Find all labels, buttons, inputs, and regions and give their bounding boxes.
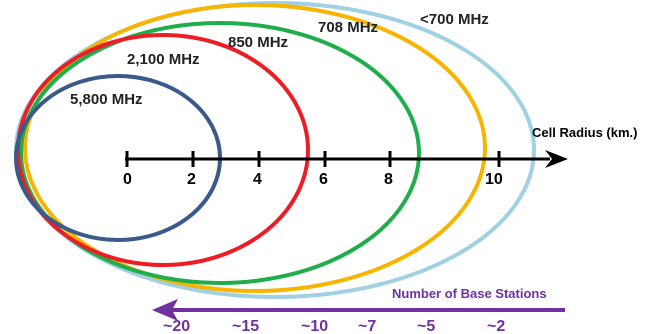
band-label-5800: 5,800 MHz xyxy=(70,91,143,108)
band-label-lt700: <700 MHz xyxy=(420,11,489,28)
axis-tick-label: 10 xyxy=(485,171,503,188)
cell-radius-axis: 0 2 4 6 8 10 Cell Radius (km.) xyxy=(123,125,637,188)
band-label-850: 850 MHz xyxy=(228,34,288,51)
coverage-ellipses xyxy=(14,1,536,299)
base-stations-value: ~20 xyxy=(163,318,190,334)
base-stations-value: ~5 xyxy=(417,318,435,334)
axis-tick-label: 2 xyxy=(187,171,196,188)
axis-tick-label: 4 xyxy=(253,171,262,188)
base-stations-scale: Number of Base Stations ~20 ~15 ~10 ~7 ~… xyxy=(152,286,565,334)
base-stations-value: ~2 xyxy=(487,318,505,334)
axis-title: Cell Radius (km.) xyxy=(532,125,637,140)
base-stations-title: Number of Base Stations xyxy=(392,286,547,301)
band-label-708: 708 MHz xyxy=(318,19,378,36)
axis-arrowhead xyxy=(545,150,568,168)
axis-tick-label: 0 xyxy=(123,171,132,188)
coverage-ellipse-708 xyxy=(23,3,487,293)
axis-tick-label: 6 xyxy=(319,171,328,188)
band-label-2100: 2,100 MHz xyxy=(127,51,200,68)
base-stations-value: ~15 xyxy=(232,318,259,334)
base-stations-value: ~10 xyxy=(301,318,328,334)
coverage-ellipse-850 xyxy=(19,21,421,285)
axis-tick-label: 8 xyxy=(384,171,393,188)
base-stations-value: ~7 xyxy=(358,318,376,334)
base-stations-arrowhead xyxy=(152,299,178,321)
